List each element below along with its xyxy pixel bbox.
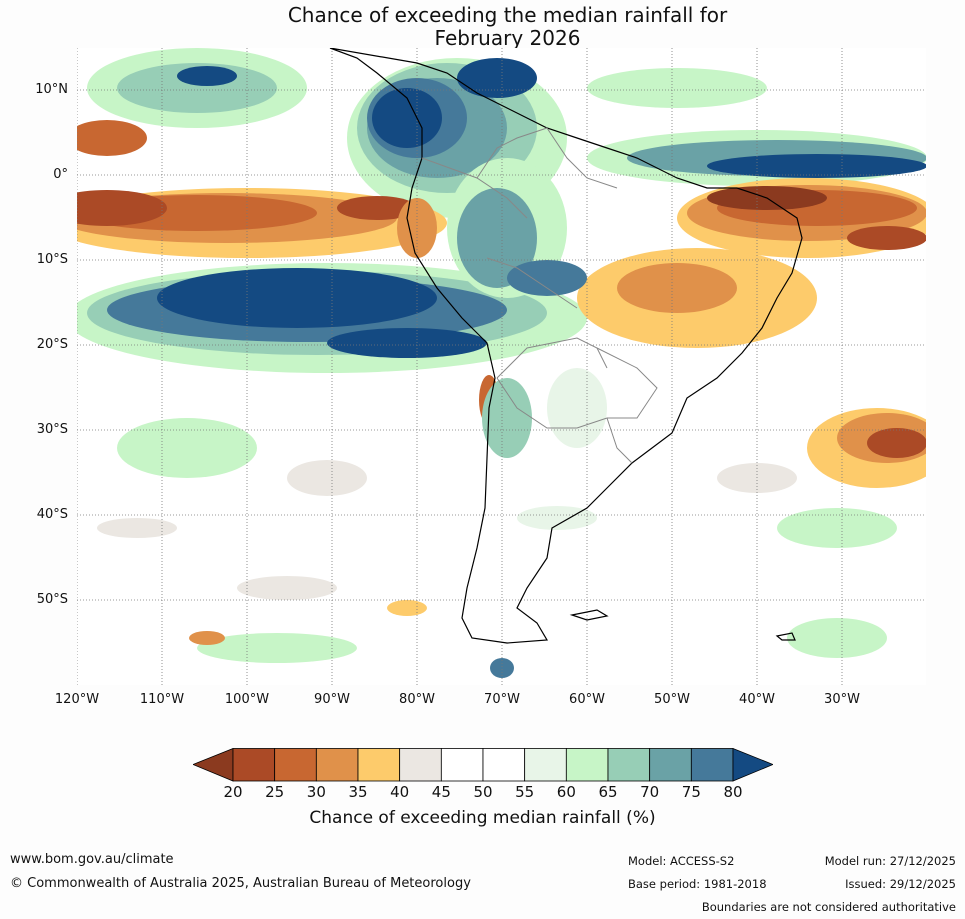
colorbar-tick-label: 25 (265, 783, 285, 801)
colorbar-tick-label: 60 (556, 783, 576, 801)
colorbar-tick-label: 55 (515, 783, 535, 801)
lon-label: 30°W (824, 692, 860, 707)
title-line-2: February 2026 (434, 26, 581, 50)
map-canvas (77, 48, 926, 685)
map-title: Chance of exceeding the median rainfall … (0, 4, 965, 50)
colorbar-segment (565, 748, 609, 782)
colorbar-segment (649, 748, 692, 782)
footer-copyright: © Commonwealth of Australia 2025, Austra… (10, 876, 471, 891)
colorbar-title: Chance of exceeding median rainfall (%) (309, 808, 656, 828)
lon-label: 120°W (54, 692, 100, 707)
lon-label: 50°W (654, 692, 690, 707)
country-borders (421, 127, 658, 464)
footer-url[interactable]: www.bom.gov.au/climate (10, 852, 174, 867)
lat-label: 30°S (36, 422, 68, 437)
title-line-1: Chance of exceeding the median rainfall … (287, 3, 728, 27)
colorbar-tick-label: 40 (390, 783, 410, 801)
footer-model: Model: ACCESS-S2 (628, 854, 735, 868)
colorbar-segment (524, 748, 567, 782)
footer-base-period: Base period: 1981-2018 (628, 877, 767, 891)
lon-label: 100°W (224, 692, 270, 707)
colorbar (191, 747, 775, 782)
colorbar-segment (357, 748, 401, 782)
colorbar-tick-label: 70 (640, 783, 660, 801)
colorbar-segment (315, 748, 359, 782)
colorbar-segment (274, 748, 317, 782)
colorbar-segment (690, 748, 734, 782)
colorbar-svg (191, 747, 775, 782)
colorbar-segment (399, 748, 442, 782)
colorbar-tick-label: 35 (348, 783, 368, 801)
lat-label: 50°S (36, 592, 68, 607)
colorbar-tick-label: 65 (598, 783, 618, 801)
rainfall-map (77, 48, 926, 685)
lon-label: 90°W (314, 692, 350, 707)
lat-label: 0° (53, 167, 68, 182)
lon-label: 80°W (399, 692, 435, 707)
colorbar-tick-label: 45 (431, 783, 451, 801)
lat-label: 10°N (35, 82, 68, 97)
colorbar-tick-label: 30 (306, 783, 326, 801)
coastline (329, 48, 803, 644)
probability-fill (77, 48, 926, 678)
colorbar-tick-label: 20 (223, 783, 243, 801)
colorbar-tick-label: 75 (681, 783, 701, 801)
lat-label: 40°S (36, 507, 68, 522)
lon-label: 40°W (739, 692, 775, 707)
footer-model-run: Model run: 27/12/2025 (824, 854, 956, 868)
colorbar-tick-label: 50 (473, 783, 493, 801)
footer-issued: Issued: 29/12/2025 (845, 877, 956, 891)
colorbar-extend-high (732, 747, 775, 782)
lon-label: 110°W (139, 692, 185, 707)
lon-label: 70°W (484, 692, 520, 707)
graticule (77, 48, 926, 685)
lat-label: 10°S (36, 252, 68, 267)
footer-disclaimer: Boundaries are not considered authoritat… (701, 900, 956, 914)
lon-label: 60°W (569, 692, 605, 707)
colorbar-segment (232, 748, 276, 782)
colorbar-segment (607, 748, 651, 782)
colorbar-tick-label: 80 (723, 783, 743, 801)
colorbar-segment (440, 748, 484, 782)
lat-label: 20°S (36, 337, 68, 352)
colorbar-extend-low (191, 747, 234, 782)
colorbar-segment (482, 748, 526, 782)
